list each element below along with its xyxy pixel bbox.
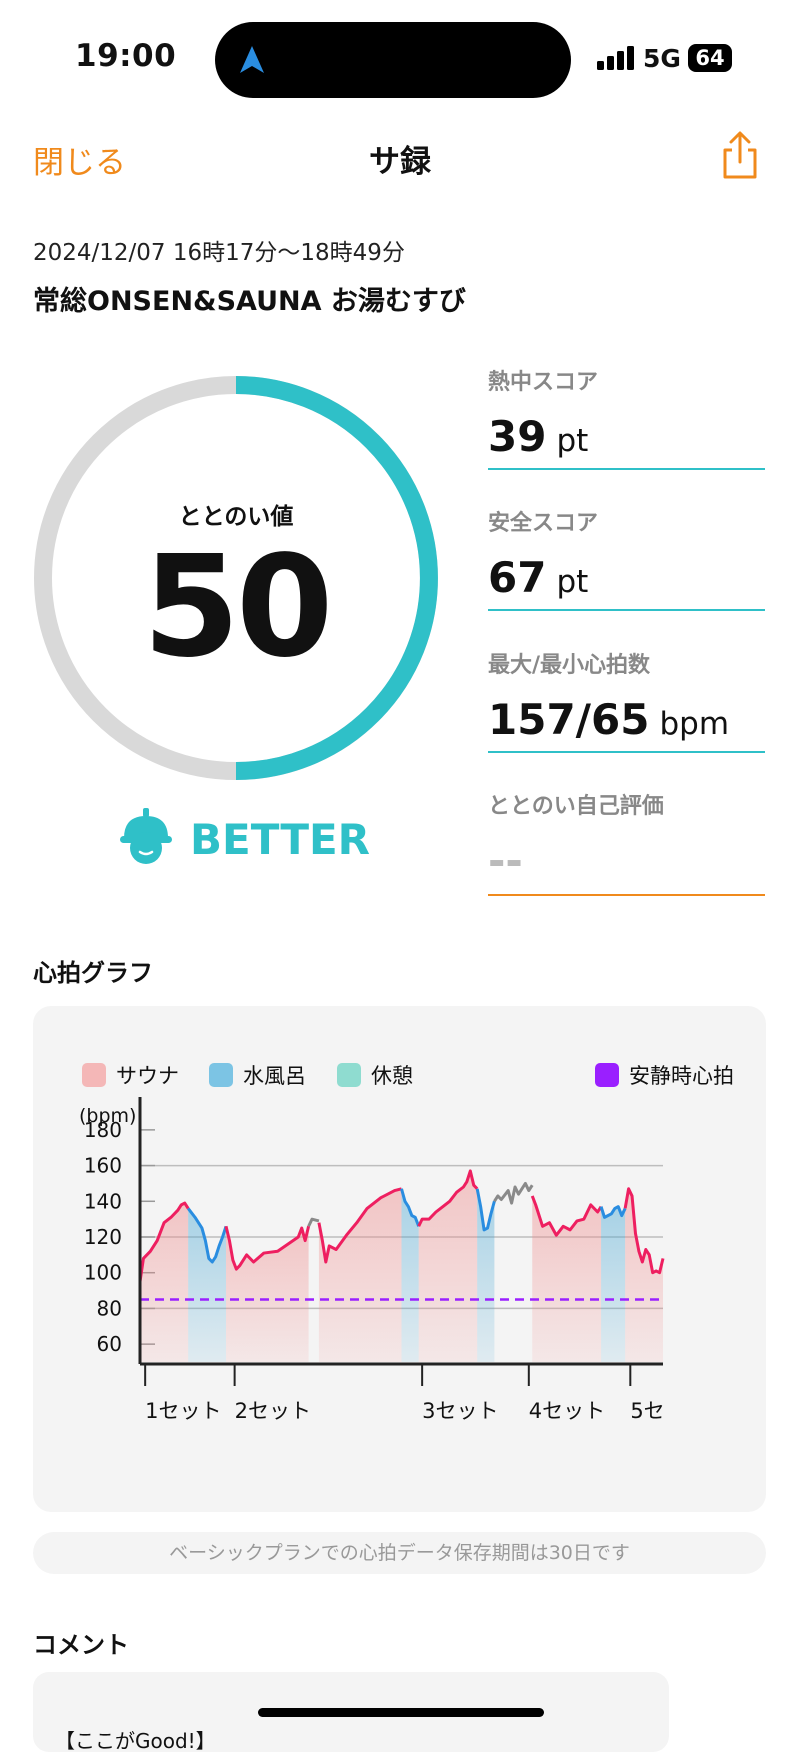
sauna-hr-line	[417, 1169, 479, 1227]
legend-label: 休憩	[371, 1064, 413, 1088]
set-label: 3セット	[422, 1399, 498, 1423]
sauna-hr-line	[317, 1187, 402, 1264]
y-tick-label: 100	[84, 1261, 122, 1285]
cellular-signal-icon	[597, 46, 634, 70]
sauna-area	[532, 1195, 602, 1362]
sauna-hat-mascot-icon	[120, 808, 172, 864]
legend-label: 安静時心拍	[629, 1064, 734, 1088]
legend-resting-hr: 安静時心拍	[595, 1060, 734, 1090]
water-area	[477, 1188, 495, 1362]
y-tick-label: 80	[97, 1296, 122, 1320]
divider	[488, 609, 765, 611]
graph-title: 心拍グラフ	[33, 959, 153, 987]
network-type: 5G	[643, 44, 681, 73]
set-label: 5セ	[630, 1399, 664, 1423]
sauna-area	[140, 1203, 189, 1362]
sauna-hr-line	[224, 1225, 311, 1271]
score-label: 熱中スコア	[488, 370, 599, 395]
score-label: ととのい自己評価	[488, 794, 664, 819]
sauna-area	[418, 1170, 478, 1362]
heart-rate-graph-card: サウナ 水風呂 休憩 安静時心拍 (bpm) 60 80 100 120 140 160 18…	[33, 1006, 766, 1512]
score-value: 67	[488, 553, 547, 602]
divider	[488, 894, 765, 896]
totonoi-gauge	[34, 376, 438, 780]
score-unit: pt	[556, 423, 589, 459]
water-hr-line	[186, 1207, 228, 1264]
score-label: 最大/最小心拍数	[488, 653, 651, 678]
share-icon[interactable]	[720, 130, 760, 180]
set-label: 2セット	[235, 1399, 311, 1423]
legend-swatch	[82, 1063, 106, 1087]
score-unit: bpm	[659, 706, 730, 742]
legend-water: 水風呂	[209, 1060, 306, 1090]
score-safety: 安全スコア 67 pt	[488, 505, 765, 611]
divider	[488, 468, 765, 470]
legend-sauna: サウナ	[82, 1060, 179, 1090]
sauna-area	[318, 1188, 402, 1362]
dynamic-island	[215, 22, 571, 98]
heart-rate-chart: (bpm) 60 80 100 120 140 160 180 1セット 2セット 3セット 4セット…	[79, 1097, 665, 1423]
page-title: サ録	[369, 144, 431, 180]
score-value: 157/65	[488, 695, 650, 744]
facility-name: 常総ONSEN&SAUNA お湯むすび	[33, 286, 466, 317]
totonoi-label: ととのい値	[178, 504, 294, 530]
score-heat: 熱中スコア 39 pt	[488, 364, 765, 470]
y-tick-label: 140	[84, 1189, 122, 1213]
set-label: 4セット	[529, 1399, 605, 1423]
sauna-hr-line	[623, 1187, 665, 1275]
water-area	[188, 1208, 227, 1362]
y-tick-label: 160	[84, 1154, 122, 1178]
water-hr-line	[475, 1188, 496, 1232]
sauna-hr-line	[530, 1195, 603, 1237]
divider	[488, 751, 765, 753]
battery-level: 64	[695, 46, 725, 70]
score-value: --	[488, 836, 523, 885]
sauna-area	[226, 1226, 309, 1362]
y-tick-label: 180	[84, 1118, 122, 1142]
comment-text: 【ここがGood!】	[55, 1729, 216, 1753]
score-heart-rate: 最大/最小心拍数 157/65 bpm	[488, 647, 765, 753]
y-tick-label: 120	[84, 1225, 122, 1249]
legend-rest: 休憩	[337, 1060, 413, 1090]
water-hr-line	[599, 1205, 627, 1219]
legend-swatch	[595, 1063, 619, 1087]
score-unit: pt	[556, 564, 589, 600]
battery-icon: 64	[688, 44, 732, 72]
session-datetime: 2024/12/07 16時17分〜18時49分	[33, 240, 405, 266]
totonoi-gauge-fill	[235, 376, 438, 780]
legend-swatch	[209, 1063, 233, 1087]
self-evaluation-button[interactable]: ととのい自己評価 --	[488, 788, 765, 896]
rest-hr-line	[307, 1217, 320, 1227]
navigation-arrow-icon	[240, 46, 264, 73]
score-value: 39	[488, 412, 547, 461]
legend-label: 水風呂	[243, 1064, 306, 1088]
water-hr-line	[400, 1188, 421, 1227]
y-tick-label: 60	[97, 1332, 122, 1356]
sauna-area	[625, 1188, 663, 1362]
legend-swatch	[337, 1063, 361, 1087]
totonoi-rank: BETTER	[190, 815, 370, 864]
legend-label: サウナ	[116, 1064, 179, 1088]
water-area	[401, 1188, 419, 1362]
retention-note: ベーシックプランでの心拍データ保存期間は30日です	[33, 1532, 766, 1574]
set-label: 1セット	[145, 1399, 221, 1423]
comment-title: コメント	[33, 1631, 129, 1659]
y-axis-unit-label: (bpm)	[79, 1105, 136, 1127]
sauna-hr-line	[138, 1201, 190, 1282]
totonoi-value: 50	[142, 526, 334, 689]
score-label: 安全スコア	[488, 511, 599, 536]
water-area	[601, 1206, 626, 1362]
home-indicator[interactable]	[258, 1708, 544, 1717]
status-time: 19:00	[75, 38, 177, 74]
rest-hr-line	[493, 1181, 534, 1205]
close-button[interactable]: 閉じる	[33, 145, 126, 181]
